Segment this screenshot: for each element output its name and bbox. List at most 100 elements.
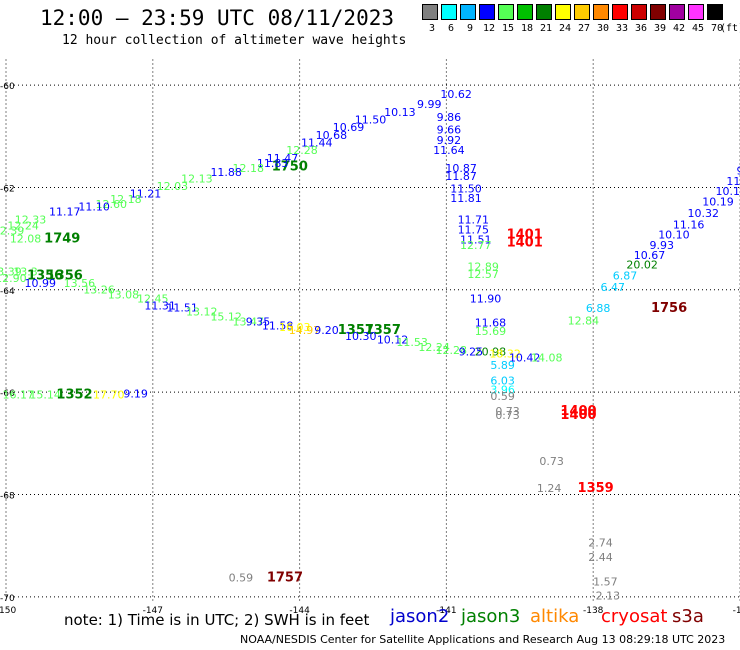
observation-swh-label: 12.90 [0,272,27,285]
observation-swh-label: 11.83 [257,157,289,170]
scale-label: 70 [710,23,724,34]
observation-swh-label: 11.87 [445,170,477,183]
observation-swh-label: 10.68 [316,129,348,142]
observation-swh-label: 10.30 [345,330,377,343]
observation-swh-label: 10.1 [716,185,740,198]
observation-swh-label: 20.02 [626,258,658,271]
observation-swh-label: 11.75 [458,224,490,237]
observation-swh-label: 10.19 [702,195,734,208]
observation-swh-label: 12.60 [95,198,127,211]
observation-swh-label: 12.39 [0,225,24,238]
scale-swatch [688,4,704,20]
page-subtitle: 12 hour collection of altimeter wave hei… [62,33,407,48]
observation-swh-label: 11. [726,175,740,188]
observation-swh-label: 11.88 [210,166,242,179]
observation-swh-label: 10.87 [445,162,477,175]
scale-label: 39 [653,23,667,34]
satellite-jason2: jason2 [390,606,450,627]
observation-swh-label: 13.56 [64,277,96,290]
observation-swh-label: 15.12 [210,311,242,324]
lon-tick-label: -144 [289,606,310,616]
scale-swatch [517,4,533,20]
observation-swh-label: 14.97 [289,324,321,337]
scale-label: 3 [428,23,436,34]
scale-swatch [555,4,571,20]
observation-swh-label: 9.93 [649,239,674,252]
observation-swh-label: 12.28 [436,344,468,357]
scale-label: 9 [466,23,474,34]
scale-label: 24 [558,23,572,34]
observation-swh-label: 20.98 [475,345,507,358]
observation-time-label: 1750 [272,160,308,175]
observation-swh-label: 0.73 [495,409,520,422]
observation-swh-label: 11.31 [144,299,176,312]
scale-label: 27 [577,23,591,34]
observation-swh-label: 9.19 [123,387,148,400]
observation-swh-label: 9.25 [459,345,484,358]
scale-swatch [612,4,628,20]
observation-swh-label: 11.90 [470,293,502,306]
observation-swh-label: 13.08 [108,289,140,302]
observation-swh-label: 11.64 [433,144,465,157]
observation-swh-label: 0.59 [490,390,515,403]
observation-swh-label: 15.14 [29,388,61,401]
observation-swh-label: 9.35 [246,316,271,329]
observation-swh-label: 11.50 [355,113,387,126]
observation-time-label: 1357 [338,323,374,338]
observation-swh-label: 0.59 [229,572,254,585]
observation-time-label: 1401 [507,235,543,250]
observation-swh-label: 16.03 [279,321,311,334]
observation-swh-label: 9.66 [437,124,462,137]
observation-swh-label: 12.45 [137,293,169,306]
scale-label: 21 [539,23,553,34]
observation-time-label: 1400 [560,404,596,419]
observation-swh-label: 6.03 [490,374,515,387]
scale-swatch [536,4,552,20]
observation-time-label: 1757 [267,571,303,586]
observation-swh-label: 13.12 [186,305,218,318]
observation-time-label: 1352 [56,387,92,402]
observation-swh-label: 17.70 [93,388,125,401]
scale-label: 33 [615,23,629,34]
scale-label: 6 [447,23,455,34]
observation-swh-label: 11.81 [450,192,482,205]
observation-swh-label: 13.26 [83,283,115,296]
observation-labels: 10.629.9910.1311.5010.6910.6811.4412.281… [0,88,740,603]
observation-swh-label: 13.47 [232,316,264,329]
observation-swh-label: 1.57 [593,576,618,589]
observation-swh-label: 12.77 [460,239,492,252]
observation-swh-label: 12.18 [232,162,264,175]
scale-label: 18 [520,23,534,34]
scale-label: 15 [501,23,515,34]
graticule [5,59,740,602]
observation-swh-label: 12.03 [157,180,189,193]
observation-swh-label: 18.32 [489,347,521,360]
observation-swh-label: 11.16 [673,218,705,231]
observation-swh-label: 0.73 [539,455,564,468]
satellite-altika: altika [530,606,580,627]
satellite-s3a: s3a [672,606,704,627]
observation-swh-label: 11.21 [130,188,162,201]
lon-tick-label: -147 [143,606,163,616]
observation-swh-label: 12.08 [10,233,42,246]
lon-tick-label: -138 [583,606,604,616]
observation-swh-label: 10.62 [440,88,472,101]
scale-unit: (ft) [720,23,740,34]
observation-swh-label: 11.10 [78,200,110,213]
observation-time-label: 1756 [651,301,687,316]
observation-swh-label: 0.73 [495,405,520,418]
observation-time-label: 1401 [507,228,543,243]
observation-swh-label: 10.42 [509,351,541,364]
observation-swh-label: 2.74 [588,537,613,550]
scale-swatch [479,4,495,20]
page-title: 12:00 – 23:59 UTC 08/11/2023 [40,6,395,30]
scale-label: 12 [482,23,496,34]
lat-tick-label: -66 [0,389,15,399]
observation-swh-label: 9.99 [417,98,442,111]
observation-swh-label: 11.17 [49,206,81,219]
observation-swh-label: 9.20 [314,324,339,337]
observation-swh-label: 15.69 [475,325,507,338]
observation-time-label: 1359 [578,481,614,496]
scale-label: 45 [691,23,705,34]
